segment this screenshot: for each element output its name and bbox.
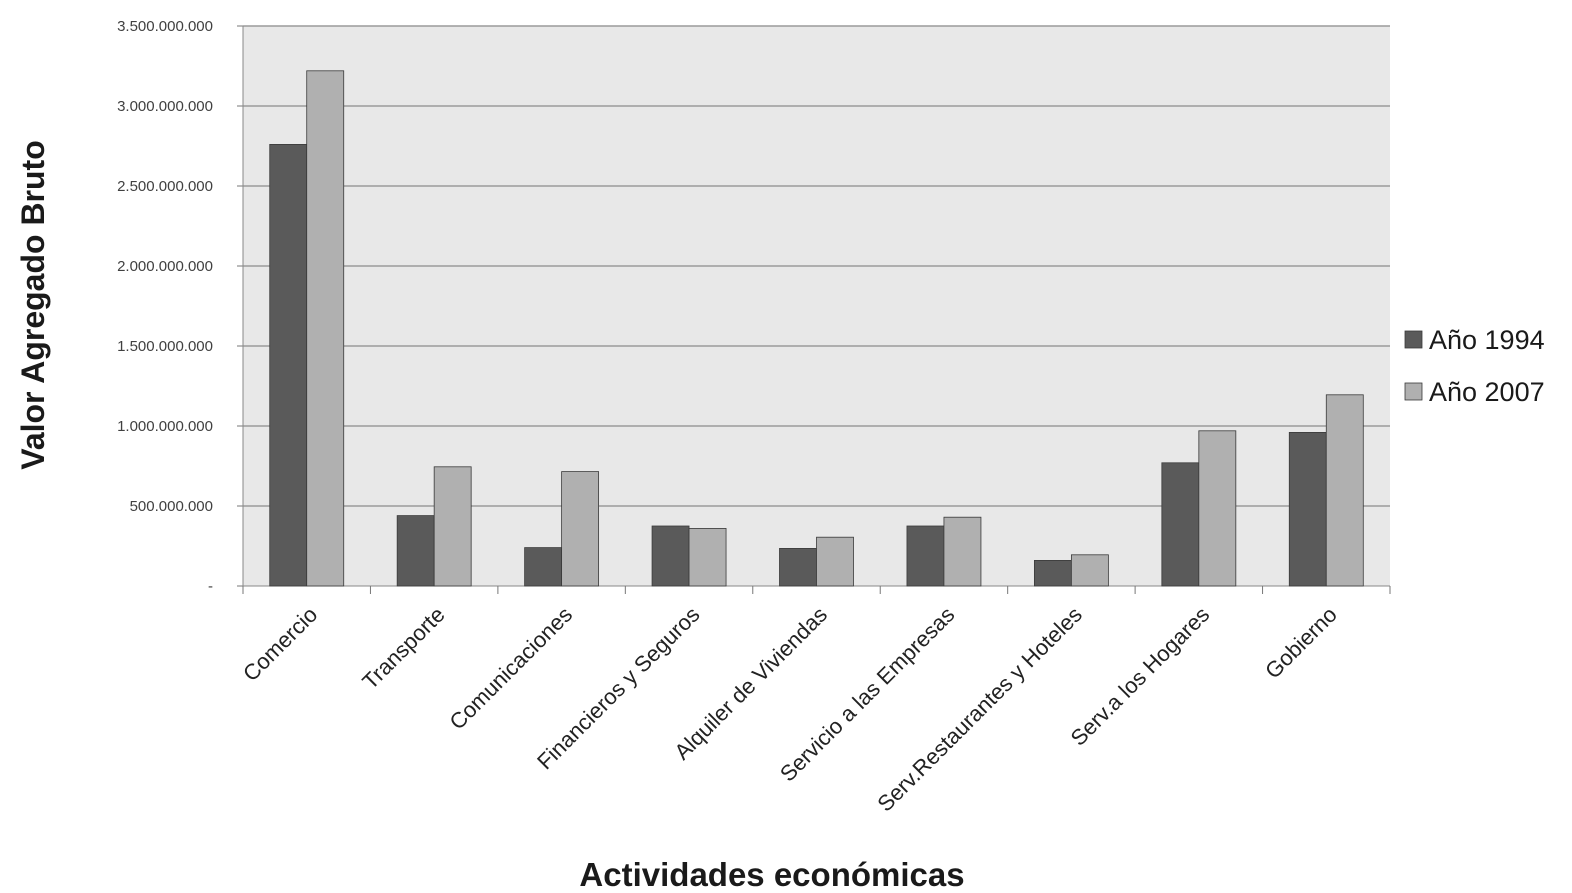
x-tick-label: Comercio: [238, 602, 322, 686]
y-tick-label: 3.000.000.000: [117, 98, 213, 115]
bar-ano-2007: [943, 516, 982, 587]
y-axis-title: Valor Agregado Bruto: [15, 140, 51, 470]
x-tick-label: Serv.Restaurantes y Hoteles: [872, 602, 1087, 817]
bar-ano-1994: [651, 525, 690, 587]
y-tick-label: 3.500.000.000: [117, 18, 213, 35]
y-tick-label: 2.500.000.000: [117, 178, 213, 195]
bar-ano-2007: [816, 536, 854, 587]
bar-ano-2007: [1198, 430, 1237, 587]
y-tick-label: 2.000.000.000: [117, 258, 213, 275]
y-tick-label: 1.500.000.000: [117, 338, 213, 355]
x-tick-label: Serv.a los Hogares: [1066, 602, 1215, 751]
bar-ano-1994: [1033, 560, 1072, 587]
legend: Año 1994 Año 2007: [1404, 325, 1545, 407]
y-tick-label: 500.000.000: [130, 498, 213, 515]
bar-ano-2007: [1325, 394, 1364, 587]
bar-ano-1994: [524, 547, 563, 587]
y-tick-label: -: [208, 578, 213, 595]
legend-label: Año 2007: [1429, 377, 1545, 407]
bar-ano-2007: [1070, 554, 1109, 587]
x-axis-title: Actividades económicas: [579, 856, 964, 893]
legend-label: Año 1994: [1429, 325, 1545, 355]
bar-ano-2007: [561, 471, 600, 587]
bar-ano-2007: [433, 466, 472, 587]
bar-ano-1994: [1288, 431, 1327, 587]
bar-ano-1994: [1161, 462, 1200, 587]
legend-swatch: [1404, 330, 1423, 349]
bar-ano-2007: [306, 70, 345, 587]
x-tick-label: Transporte: [357, 602, 449, 694]
x-tick-label: Comunicaciones: [444, 602, 577, 735]
y-tick-label: 1.000.000.000: [117, 418, 213, 435]
x-tick-label: Gobierno: [1260, 602, 1342, 684]
bar-ano-1994: [779, 548, 817, 587]
legend-swatch: [1404, 382, 1423, 401]
bar-ano-1994: [269, 143, 308, 587]
bar-ano-2007: [688, 528, 727, 587]
bar-ano-1994: [906, 525, 945, 587]
bar-ano-1994: [396, 515, 435, 587]
